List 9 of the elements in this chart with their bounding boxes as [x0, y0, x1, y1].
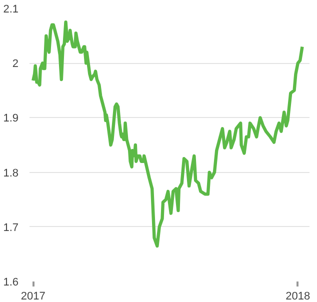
y-tick-label: 1.7 — [3, 222, 19, 234]
y-tick-label: 2 — [12, 58, 19, 70]
y-tick-label: 1.8 — [3, 167, 19, 180]
x-tick-label: 2017 — [20, 290, 46, 302]
y-tick-label: 1.6 — [3, 276, 19, 288]
y-tick-label: 2.1 — [3, 4, 19, 16]
line-series — [32, 20, 304, 248]
x-tick-label: 2018 — [286, 290, 310, 302]
y-tick-label: 1.9 — [3, 112, 19, 125]
